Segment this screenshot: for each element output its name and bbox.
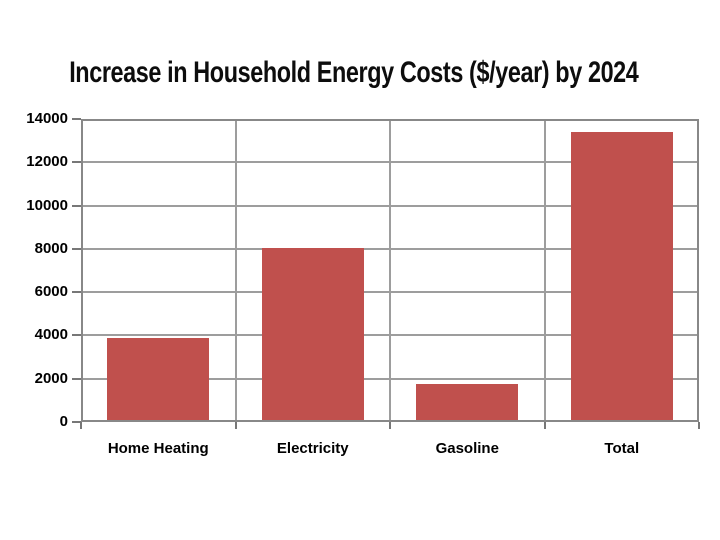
y-axis-label: 10000 xyxy=(26,196,68,214)
y-axis-label: 8000 xyxy=(34,239,68,257)
x-axis-tick xyxy=(389,422,391,429)
x-axis-tick xyxy=(698,422,700,429)
bar-home-heating xyxy=(107,337,210,420)
x-axis-label-home-heating: Home Heating xyxy=(107,440,209,457)
chart-title: Increase in Household Energy Costs ($/ye… xyxy=(69,56,639,89)
x-axis-tick xyxy=(80,422,82,429)
y-axis-tick xyxy=(72,118,81,120)
x-axis-tick xyxy=(543,422,546,429)
y-axis-label: 12000 xyxy=(26,153,68,171)
x-axis-label-total: Total xyxy=(604,440,640,457)
y-axis-label: 2000 xyxy=(34,369,68,387)
y-axis-tick xyxy=(72,247,81,250)
x-axis-label-gasoline: Gasoline xyxy=(435,440,499,457)
bar-gasoline xyxy=(416,384,519,420)
y-axis-label: 6000 xyxy=(34,283,68,301)
y-axis-tick xyxy=(72,204,81,207)
gridline-vertical xyxy=(234,119,237,422)
bar-electricity xyxy=(261,247,364,420)
x-axis-tick xyxy=(234,422,237,429)
y-axis-tick xyxy=(72,421,81,423)
gridline-vertical xyxy=(543,119,546,422)
y-axis-tick xyxy=(72,334,81,337)
y-axis-label: 0 xyxy=(59,413,68,430)
y-axis-tick xyxy=(72,291,81,294)
x-axis-label-electricity: Electricity xyxy=(276,440,349,457)
y-axis-label: 14000 xyxy=(26,110,68,127)
y-axis-tick xyxy=(72,377,81,380)
gridline-vertical xyxy=(389,119,391,422)
y-axis-tick xyxy=(72,161,81,164)
y-axis-label: 4000 xyxy=(34,326,68,344)
bar-total xyxy=(570,132,673,420)
